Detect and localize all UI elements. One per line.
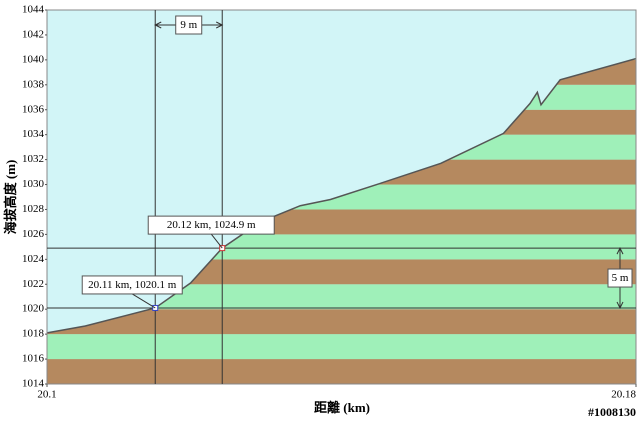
y-tick-label: 1034 [22,128,45,140]
y-tick-label: 1016 [22,353,45,365]
y-tick-label: 1022 [22,278,44,290]
distance-label-box [175,15,203,35]
x-tick-label: 20.1 [37,389,56,401]
distance-label: 9 m [180,19,197,31]
watermark: #1008130 [588,405,636,419]
x-tick-label: 20.18 [611,389,636,401]
ground-band [47,334,636,360]
arrow-head [154,21,224,29]
y-tick-label: 1040 [22,53,45,65]
ground-band [47,359,636,384]
y-tick-label: 1042 [22,28,44,40]
y-tick-label: 1014 [22,378,45,390]
height-label: 5 m [612,272,629,284]
plot-frame [46,9,637,385]
profile-line [46,57,637,334]
y-tick-label: 1026 [22,228,45,240]
marker-leader [210,233,223,249]
height-label-box [607,268,633,288]
ground-band [47,309,636,335]
marker-label-box [147,215,275,235]
marker-label: 20.11 km, 1020.1 m [88,279,177,291]
x-axis-title: 距離 (km) [314,400,370,415]
y-tick-label: 1030 [22,178,45,190]
marker-leader [131,293,156,309]
y-tick-label: 1024 [22,253,45,265]
plot: 1014 1016 1018 1020 1022 1024 1026 1028 1030 1032… [22,4,637,401]
y-tick-label: 1028 [22,203,45,215]
y-tick-label: 1044 [22,4,45,16]
y-tick-label: 1036 [22,103,45,115]
y-tick-label: 1020 [22,303,45,315]
y-tick-label: 1038 [22,78,45,90]
marker-label-box [81,275,183,295]
y-tick-label: 1018 [22,328,45,340]
y-axis-title: 海拔高度 (m) [3,160,18,235]
arrow-head [616,246,624,310]
marker-label: 20.12 km, 1024.9 m [167,219,256,231]
y-tick-label: 1032 [22,153,44,165]
